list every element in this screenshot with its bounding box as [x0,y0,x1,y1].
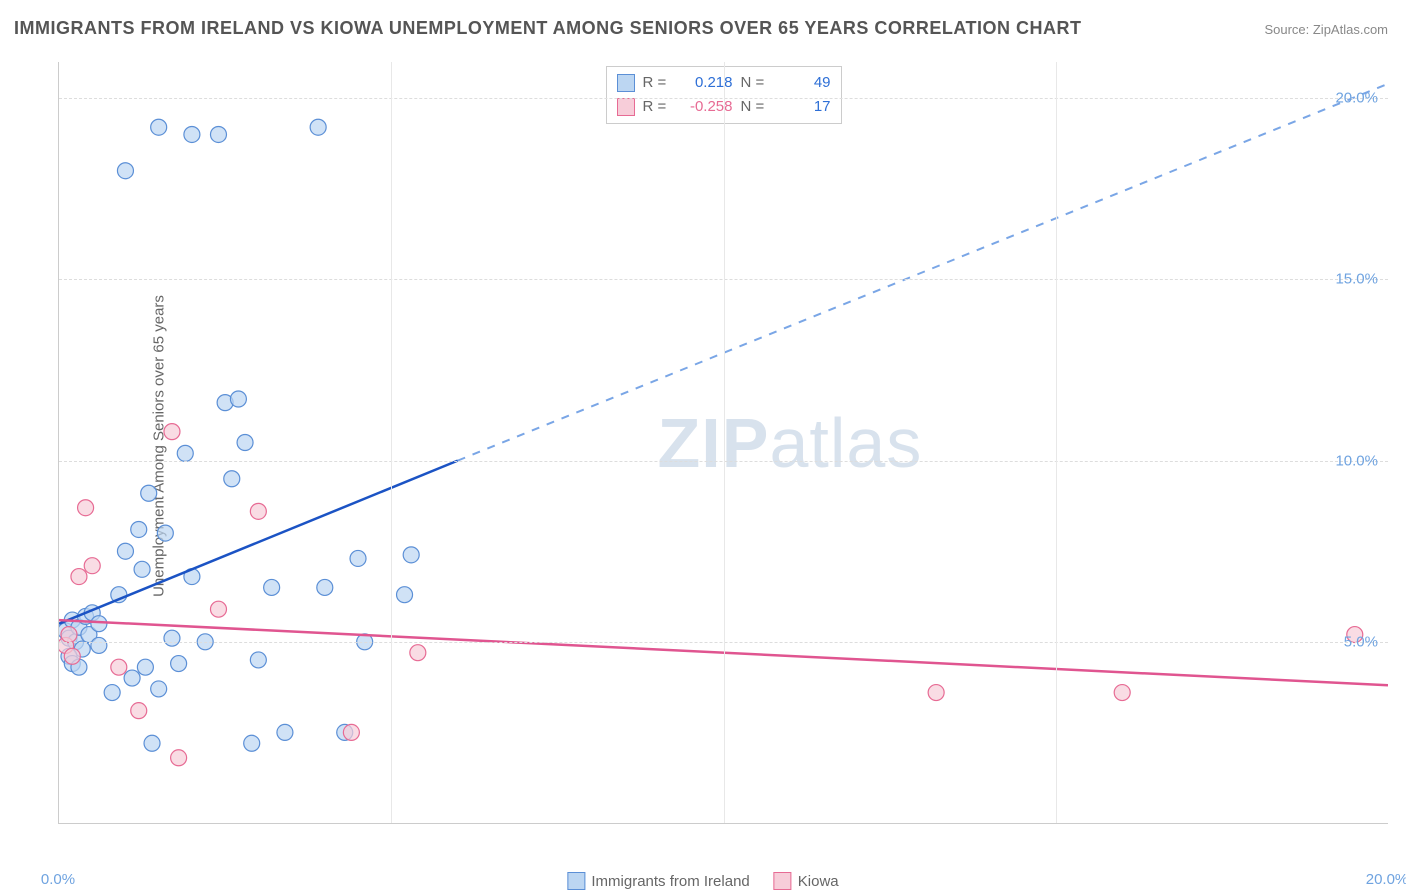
data-point [91,637,107,653]
data-point [137,659,153,675]
data-point [210,601,226,617]
source-attribution: Source: ZipAtlas.com [1264,22,1388,37]
data-point [224,471,240,487]
data-point [84,558,100,574]
data-point [164,630,180,646]
data-point [78,500,94,516]
data-point [144,735,160,751]
data-point [131,521,147,537]
trendline-ireland-dashed [458,84,1388,461]
data-point [171,750,187,766]
legend-item-kiowa: Kiowa [774,872,839,890]
data-point [928,685,944,701]
data-point [164,424,180,440]
data-point [71,569,87,585]
data-point [117,163,133,179]
legend-label: Immigrants from Ireland [591,873,749,890]
data-point [111,659,127,675]
data-point [131,703,147,719]
data-point [151,119,167,135]
y-tick-label: 20.0% [1335,90,1378,107]
plot-area: ZIPatlas R = 0.218 N = 49 R = -0.258 N =… [58,62,1388,824]
y-tick-label: 5.0% [1344,633,1378,650]
data-point [410,645,426,661]
series-legend: Immigrants from Ireland Kiowa [567,872,838,890]
data-point [343,724,359,740]
data-point [397,587,413,603]
x-tick-label: 20.0% [1366,871,1406,888]
data-point [151,681,167,697]
data-point [310,119,326,135]
data-point [171,656,187,672]
data-point [1114,685,1130,701]
data-point [210,126,226,142]
data-point [230,391,246,407]
data-point [184,126,200,142]
data-point [264,579,280,595]
gridline-v [724,62,725,823]
data-point [250,503,266,519]
data-point [317,579,333,595]
data-point [61,627,77,643]
swatch-icon [774,872,792,890]
chart-title: IMMIGRANTS FROM IRELAND VS KIOWA UNEMPLO… [14,18,1082,39]
data-point [64,648,80,664]
data-point [277,724,293,740]
data-point [141,485,157,501]
legend-label: Kiowa [798,873,839,890]
x-tick-label: 0.0% [41,871,75,888]
data-point [237,435,253,451]
data-point [91,616,107,632]
data-point [403,547,419,563]
data-point [157,525,173,541]
y-tick-label: 10.0% [1335,452,1378,469]
data-point [244,735,260,751]
data-point [250,652,266,668]
data-point [350,550,366,566]
data-point [134,561,150,577]
y-tick-label: 15.0% [1335,271,1378,288]
gridline-v [1056,62,1057,823]
swatch-icon [567,872,585,890]
data-point [124,670,140,686]
legend-item-ireland: Immigrants from Ireland [567,872,749,890]
data-point [177,445,193,461]
data-point [104,685,120,701]
data-point [117,543,133,559]
gridline-v [391,62,392,823]
